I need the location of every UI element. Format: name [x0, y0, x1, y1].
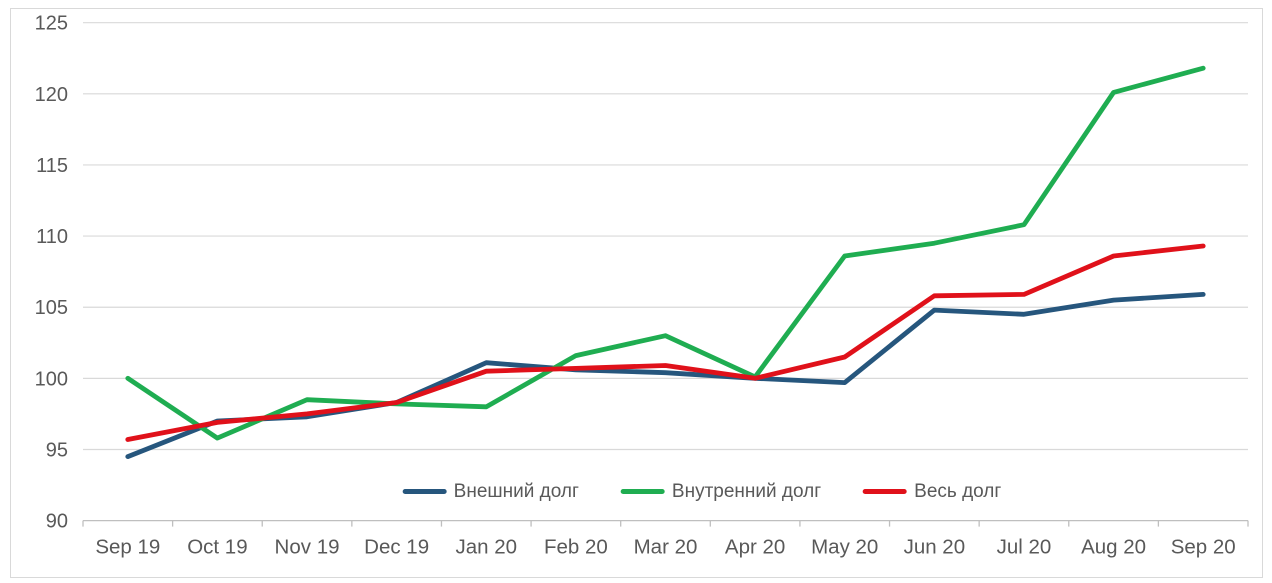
chart-legend: Внешний долг Внутренний долг Весь долг [402, 481, 1001, 502]
y-axis-tick-label: 95 [46, 439, 68, 461]
x-axis-tick-label: Mar 20 [634, 536, 698, 559]
y-axis-tick-label: 125 [35, 13, 68, 35]
x-axis-tick-label: May 20 [811, 536, 878, 559]
legend-label-total-debt: Весь долг [914, 481, 1002, 502]
x-axis-tick-label: Oct 19 [187, 536, 247, 559]
series-line-весь-долг [125, 243, 1206, 442]
x-axis-tick-label: Sep 20 [1171, 536, 1236, 559]
legend-item-total-debt: Весь долг [863, 482, 1001, 501]
y-axis-tick-label: 90 [46, 511, 68, 533]
x-axis-tick-label: Sep 19 [95, 536, 160, 559]
legend-item-internal-debt: Внутренний долг [620, 481, 822, 502]
y-axis-tick-label: 105 [35, 297, 68, 319]
y-axis-tick-label: 120 [35, 84, 68, 106]
series-line-внешний-долг [125, 291, 1206, 460]
legend-swatch-total-debt-icon [863, 489, 908, 494]
series-line-внутренний-долг [125, 65, 1206, 441]
y-axis-tick-label: 100 [35, 368, 68, 390]
legend-swatch-internal-debt-icon [620, 489, 665, 494]
legend-label-external-debt: Внешний долг [453, 481, 579, 502]
x-axis-tick-label: Jan 20 [455, 536, 517, 559]
legend-item-external-debt: Внешний долг [402, 481, 579, 502]
x-axis-tick-label: Jun 20 [904, 536, 966, 559]
x-axis-tick-label: Nov 19 [275, 536, 340, 559]
y-axis-tick-label: 110 [36, 226, 68, 248]
legend-swatch-external-debt-icon [402, 489, 447, 494]
x-axis-tick-label: Feb 20 [544, 536, 608, 559]
x-axis-tick-label: Aug 20 [1081, 536, 1146, 559]
x-axis-tick-label: Dec 19 [364, 536, 429, 559]
legend-label-internal-debt: Внутренний долг [671, 481, 822, 502]
x-axis-tick-label: Apr 20 [725, 536, 785, 559]
y-axis-tick-label: 115 [36, 155, 68, 177]
x-axis-tick-label: Jul 20 [997, 536, 1052, 559]
